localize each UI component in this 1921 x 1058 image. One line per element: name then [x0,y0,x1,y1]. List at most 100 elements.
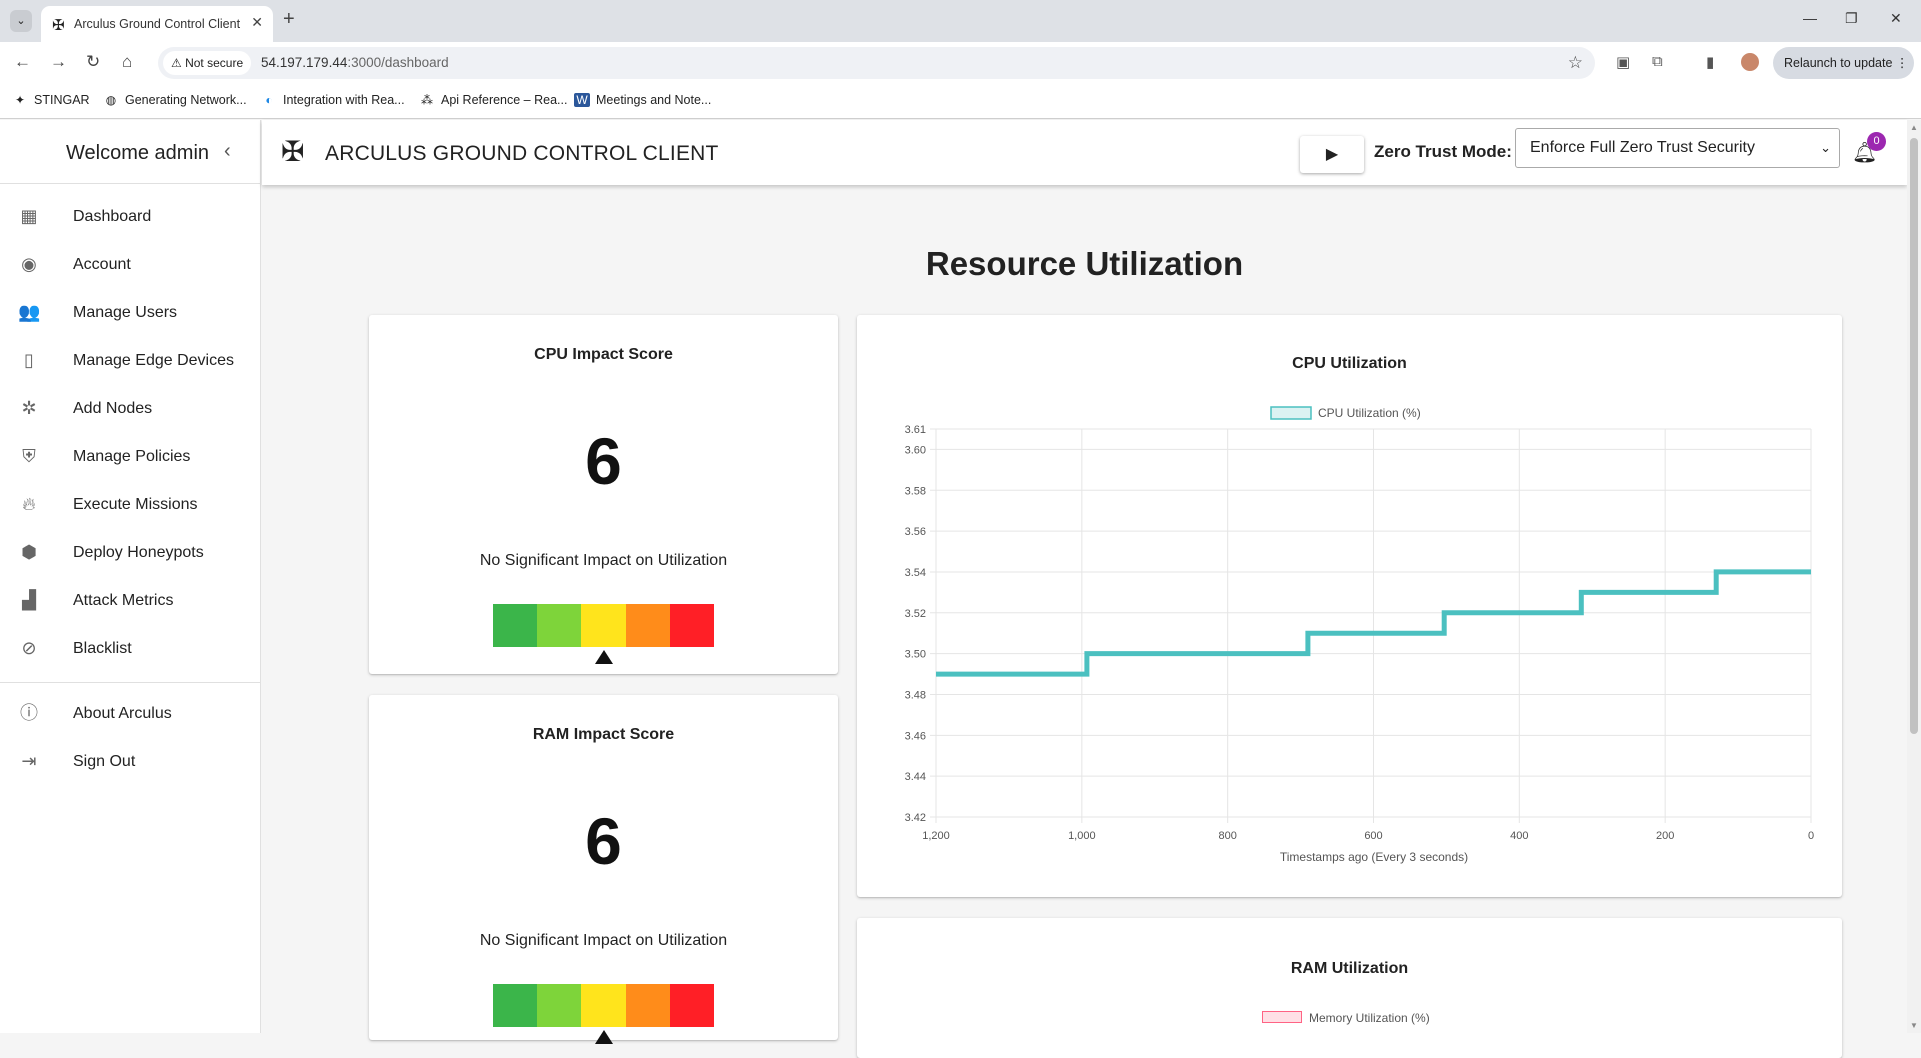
cpu-utilization-card: CPU Utilization 1,200 1,000 800 600 400 200 0 3… [857,315,1842,897]
x-tick-label: 200 [1656,830,1674,842]
url-text[interactable]: 54.197.179.44:3000/dashboard [261,55,449,70]
sidebar-item-attack-metrics[interactable]: ▟ Attack Metrics [0,577,261,625]
y-tick-label: 3.56 [905,526,926,538]
address-bar[interactable]: ⚠ Not secure 54.197.179.44:3000/dashboar… [158,47,1595,79]
bookmark-item[interactable]: ⁂ Api Reference – Rea... [419,93,567,107]
notification-badge: 0 [1867,132,1886,151]
forward-icon[interactable]: → [50,52,67,71]
app-header: ✠ ARCULUS GROUND CONTROL CLIENT ▶ Zero T… [262,120,1907,185]
warning-icon: ⚠ [171,56,186,70]
y-tick-label: 3.52 [905,608,926,620]
sidebar-item-label: Blacklist [73,640,132,657]
browser-tab-active[interactable]: ✠ Arculus Ground Control Client ✕ [41,6,273,42]
security-label: Not secure [185,56,244,70]
bookmark-item[interactable]: ✦ STINGAR [12,93,90,107]
legend-label: CPU Utilization (%) [1318,406,1421,420]
y-tick-label: 3.58 [905,485,926,497]
bookmark-item[interactable]: W Meetings and Note... [574,93,711,107]
ram-impact-score: 6 [585,804,622,878]
x-tick-label: 600 [1364,830,1382,842]
tab-search-button[interactable]: ⌄ [10,10,32,32]
url-path: :3000/dashboard [347,55,449,70]
word-icon: W [574,93,590,107]
y-tick-label: 3.61 [905,424,926,436]
relaunch-button[interactable]: Relaunch to update ⋮ [1773,47,1914,79]
edge-device-icon: ▯ [24,350,34,370]
x-tick-label: 1,200 [922,830,950,842]
sidebar-item-label: Deploy Honeypots [73,544,204,561]
gauge-segment [537,604,582,647]
stingar-icon: ✦ [14,93,26,107]
users-icon: 👥 [18,302,41,322]
sidebar-item-about-arculus[interactable]: ⓘ About Arculus [0,690,261,738]
minimize-icon[interactable]: — [1803,10,1817,26]
sidebar-item-add-nodes[interactable]: ✲ Add Nodes [0,385,261,433]
gauge-segment [581,604,626,647]
sidebar-item-manage-users[interactable]: 👥 Manage Users [0,289,261,337]
back-icon[interactable]: ← [14,52,31,71]
collapse-sidebar-chevron-icon[interactable]: ‹ [224,140,231,162]
browser-tabstrip: ⌄ ✠ Arculus Ground Control Client ✕ + — … [0,0,1921,42]
reload-icon[interactable]: ↻ [86,52,101,71]
scrollbar-thumb[interactable] [1910,138,1918,734]
honeypot-icon: ⬢ [21,542,37,562]
bookmark-label: Integration with Rea... [283,93,405,107]
y-tick-label: 3.54 [905,567,926,579]
gauge-segment [493,984,538,1027]
cpu-chart-title: CPU Utilization [1292,355,1407,372]
sidebar-item-label: Attack Metrics [73,592,174,609]
drone-logo-icon: ✠ [281,136,305,167]
bookmark-label: Generating Network... [125,93,247,107]
y-tick-label: 3.44 [905,771,926,783]
new-tab-button[interactable]: + [283,8,295,30]
bookmark-star-icon[interactable]: ☆ [1567,53,1583,72]
cpu-utilization-chart: 1,200 1,000 800 600 400 200 0 3.61 3.60 3.58 3.56 3… [905,406,1814,864]
cpu-series-line [936,569,1811,677]
sidebar-item-manage-policies[interactable]: ⛨ Manage Policies [0,433,261,481]
nodes-icon: ✲ [21,398,37,418]
dashboard-icon: ▦ [20,206,38,226]
x-tick-label: 400 [1510,830,1528,842]
scroll-up-icon[interactable]: ▲ [1910,123,1918,132]
page-title: Resource Utilization [925,245,1244,282]
zero-trust-select[interactable]: Enforce Full Zero Trust Security ⌄ [1515,128,1840,168]
zero-trust-label: Zero Trust Mode: [1374,142,1512,161]
bar-chart-icon: ▟ [22,590,36,610]
extension-icon[interactable]: ▣ [1616,54,1631,71]
sidebar-item-manage-edge-devices[interactable]: ▯ Manage Edge Devices [0,337,261,385]
play-button[interactable]: ▶ [1300,136,1364,173]
sidebar-item-label: Account [73,256,131,273]
ram-impact-title: RAM Impact Score [532,726,675,743]
scroll-down-icon[interactable]: ▼ [1910,1021,1918,1030]
gauge-segment [669,604,715,647]
x-axis-label: Timestamps ago (Every 3 seconds) [1280,850,1468,864]
sidebar-item-dashboard[interactable]: ▦ Dashboard [0,193,261,241]
shield-icon: ⛨ [22,446,36,466]
sidebar-item-execute-missions[interactable]: 🔥︎ Execute Missions [0,481,261,529]
sidebar-item-blacklist[interactable]: ⊘ Blacklist [0,625,261,673]
bookmark-item[interactable]: ◐ Integration with Rea... [261,93,405,107]
gauge-segment [493,604,538,647]
bookmark-item[interactable]: ◍ Generating Network... [103,93,247,107]
side-panel-icon[interactable]: ▮ [1706,54,1715,71]
puzzle-icon[interactable]: ⧉ [1652,53,1663,70]
not-secure-chip[interactable]: ⚠ Not secure [163,51,252,75]
sidebar-item-sign-out[interactable]: ⇥ Sign Out [0,738,261,786]
sidebar-item-account[interactable]: ◉ Account [0,241,261,289]
gauge-segment [625,604,670,647]
bookmarks-bar: ✦ STINGAR ◍ Generating Network... ◐ Integra… [0,83,1921,119]
sidebar-header: Welcome admin ‹ [0,120,261,184]
gauge-marker-icon [595,650,613,664]
profile-avatar[interactable] [1739,51,1761,73]
ram-impact-text: No Significant Impact on Utilization [479,932,728,949]
gauge-marker-icon [595,1030,613,1044]
chart-ticks: 1,200 1,000 800 600 400 200 0 3.61 3.60 3.58 3.56 3… [905,424,1814,842]
restore-icon[interactable]: ❐ [1845,10,1858,26]
page-scrollbar[interactable]: ▲ ▼ [1907,120,1921,1033]
home-icon[interactable]: ⌂ [122,52,133,71]
close-tab-icon[interactable]: ✕ [251,14,263,30]
welcome-text: Welcome admin [66,142,210,164]
sidebar-item-label: Sign Out [73,753,136,770]
close-window-icon[interactable]: ✕ [1890,10,1902,26]
sidebar-item-deploy-honeypots[interactable]: ⬢ Deploy Honeypots [0,529,261,577]
